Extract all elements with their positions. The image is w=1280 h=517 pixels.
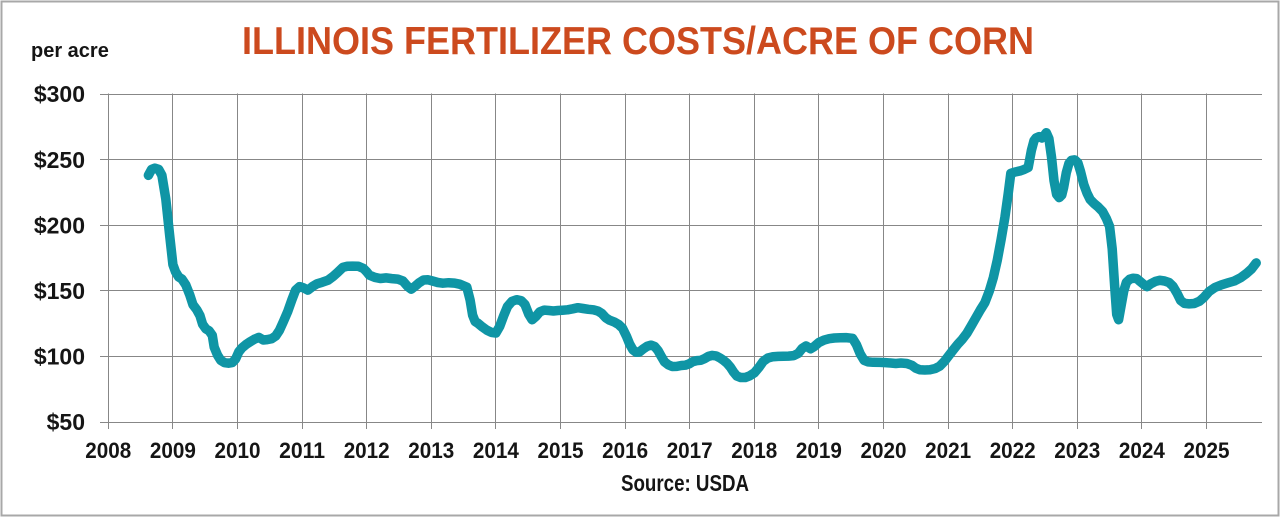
svg-text:2013: 2013 bbox=[408, 438, 454, 463]
svg-text:Source: USDA: Source: USDA bbox=[621, 470, 749, 496]
svg-text:2015: 2015 bbox=[538, 438, 584, 463]
svg-text:$100: $100 bbox=[34, 344, 85, 370]
svg-text:2008: 2008 bbox=[85, 438, 131, 463]
svg-text:$200: $200 bbox=[34, 212, 85, 238]
svg-text:2023: 2023 bbox=[1054, 438, 1100, 463]
svg-text:$150: $150 bbox=[34, 278, 85, 304]
svg-text:2014: 2014 bbox=[473, 438, 520, 463]
svg-text:2010: 2010 bbox=[215, 438, 261, 463]
svg-text:$50: $50 bbox=[47, 409, 85, 435]
svg-text:2016: 2016 bbox=[602, 438, 648, 463]
svg-text:$250: $250 bbox=[34, 147, 85, 173]
svg-text:per acre: per acre bbox=[31, 40, 109, 62]
svg-text:2011: 2011 bbox=[279, 438, 325, 463]
svg-text:2012: 2012 bbox=[344, 438, 390, 463]
svg-text:2021: 2021 bbox=[925, 438, 971, 463]
svg-text:ILLINOIS FERTILIZER COSTS/ACRE: ILLINOIS FERTILIZER COSTS/ACRE OF CORN bbox=[242, 19, 1034, 63]
svg-text:$300: $300 bbox=[34, 81, 85, 107]
svg-text:2019: 2019 bbox=[796, 438, 842, 463]
svg-text:2022: 2022 bbox=[990, 438, 1036, 463]
svg-text:2009: 2009 bbox=[150, 438, 196, 463]
svg-text:2018: 2018 bbox=[731, 438, 777, 463]
svg-text:2020: 2020 bbox=[861, 438, 907, 463]
svg-text:2017: 2017 bbox=[667, 438, 713, 463]
svg-text:2025: 2025 bbox=[1184, 438, 1230, 463]
svg-text:2024: 2024 bbox=[1119, 438, 1166, 463]
